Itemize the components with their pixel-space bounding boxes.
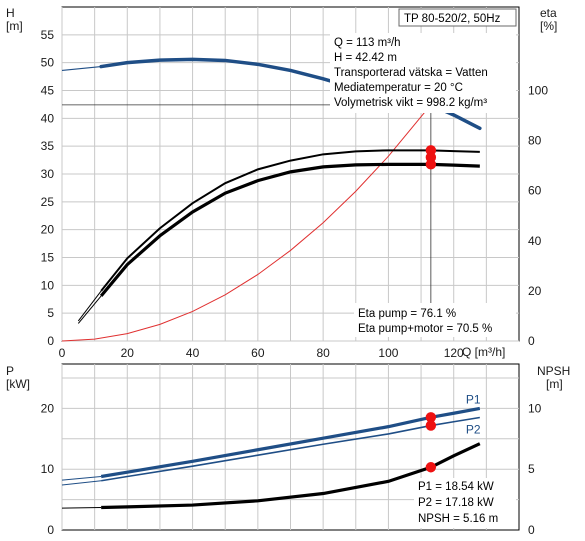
p2-curve [101,416,480,482]
head-tick-label: 50 [41,56,55,70]
pump-curves-head-ticks: 0 5 10 15 20 25 30 35 40 45 50 55 [41,28,55,348]
flow-axis-title: Q [m³/h] [462,345,505,359]
npsh-curve-extension [61,507,102,509]
power-tick-label: 0 [47,523,54,537]
head-tick-label: 20 [41,223,55,237]
x-tick-label: 40 [186,346,200,360]
head-tick-label: 25 [41,195,55,209]
x-tick-label: 100 [378,346,398,360]
power-npsh-marker [425,462,437,473]
pump-curves-panel: 0 20 40 60 80 100 120 0 5 10 15 20 25 30 35 40 45 50 55 0… [6,6,557,360]
p2-readout-text: P2 = 17.18 kW [418,497,494,509]
head-tick-label: 15 [41,251,55,265]
duty-head-text: H = 42.42 m [334,52,397,64]
npsh-tick-label: 0 [528,523,535,537]
npsh-curve [101,442,481,510]
head-axis-title: H [6,6,15,20]
duty-point-info: Q = 113 m³/h H = 42.42 m Transporterad v… [330,33,516,113]
x-tick-label: 0 [59,346,66,360]
head-curve-extension [61,65,102,72]
head-tick-label: 55 [41,28,55,42]
power-npsh-series [61,406,481,510]
head-tick-label: 40 [41,111,55,125]
power-tick-label: 20 [41,401,55,415]
x-tick-label: 20 [121,346,135,360]
eta-tick-label: 0 [528,334,535,348]
power-axis-title: P [6,364,14,378]
eta-tick-label: 60 [528,184,542,198]
power-npsh-marker [425,420,437,431]
npsh-axis-title: NPSH [537,364,570,378]
product-label: TP 80-520/2, 50Hz [404,13,501,25]
head-tick-label: 0 [47,334,54,348]
power-tick-label: 10 [41,462,55,476]
duty-flow-text: Q = 113 m³/h [334,37,401,49]
npsh-axis-ticks: 0 5 10 [528,401,542,537]
p1-readout-text: P1 = 18.54 kW [418,481,494,493]
eta-pump-text: Eta pump = 76.1 % [358,308,456,320]
pump-curves-x-ticks: 0 20 40 60 80 100 120 [59,346,464,360]
eta-tick-label: 80 [528,134,542,148]
npsh-axis-unit: [m] [546,377,563,391]
npsh-tick-label: 5 [528,462,535,476]
eta-pump-motor-text: Eta pump+motor = 70.5 % [358,323,492,335]
eta-axis-title: eta [540,6,557,20]
head-tick-label: 10 [41,278,55,292]
product-label-box [398,8,517,27]
p1-curve [100,406,481,479]
duty-density-text: Volymetrisk vikt = 998.2 kg/m³ [334,97,487,109]
head-tick-label: 5 [47,306,54,320]
power-axis-unit: [kW] [6,377,30,391]
eta-info: Eta pump = 76.1 % Eta pump+motor = 70.5 … [354,303,516,337]
eta-pump-curve-extension [77,290,102,322]
system-curve [61,104,432,342]
p2-curve-extension [61,480,102,486]
eta-axis-unit: [%] [540,19,557,33]
head-tick-label: 45 [41,84,55,98]
x-tick-label: 80 [316,346,330,360]
eta-marker [425,159,437,170]
power-npsh-panel: 0 10 20 0 5 10 P [kW] NPSH [m] P1 P2 P1 = 18… [6,363,570,537]
p1-curve-extension [61,475,102,481]
duty-temperature-text: Mediatemperatur = 20 °C [334,82,463,94]
duty-liquid-text: Transporterad vätska = Vatten [334,67,488,79]
x-tick-label: 120 [444,346,464,360]
eta-tick-label: 20 [528,284,542,298]
head-tick-label: 30 [41,167,55,181]
power-npsh-marker [425,412,437,423]
eta-tick-label: 100 [528,83,548,97]
p2-series-label: P2 [466,423,481,437]
eta-pump-motor-curve-extension [77,295,102,324]
npsh-tick-label: 10 [528,401,542,415]
head-axis-unit: [m] [6,19,23,33]
power-npsh-markers [425,412,437,473]
p1-series-label: P1 [466,392,481,406]
pump-curves-eta-ticks: 0 20 40 60 80 100 [528,83,548,348]
power-axis-ticks: 0 10 20 [41,401,55,537]
x-tick-label: 60 [251,346,265,360]
head-tick-label: 35 [41,139,55,153]
npsh-readout-text: NPSH = 5.16 m [418,513,498,525]
power-readout: P1 = 18.54 kW P2 = 17.18 kW NPSH = 5.16 … [414,478,516,528]
eta-tick-label: 40 [528,234,542,248]
